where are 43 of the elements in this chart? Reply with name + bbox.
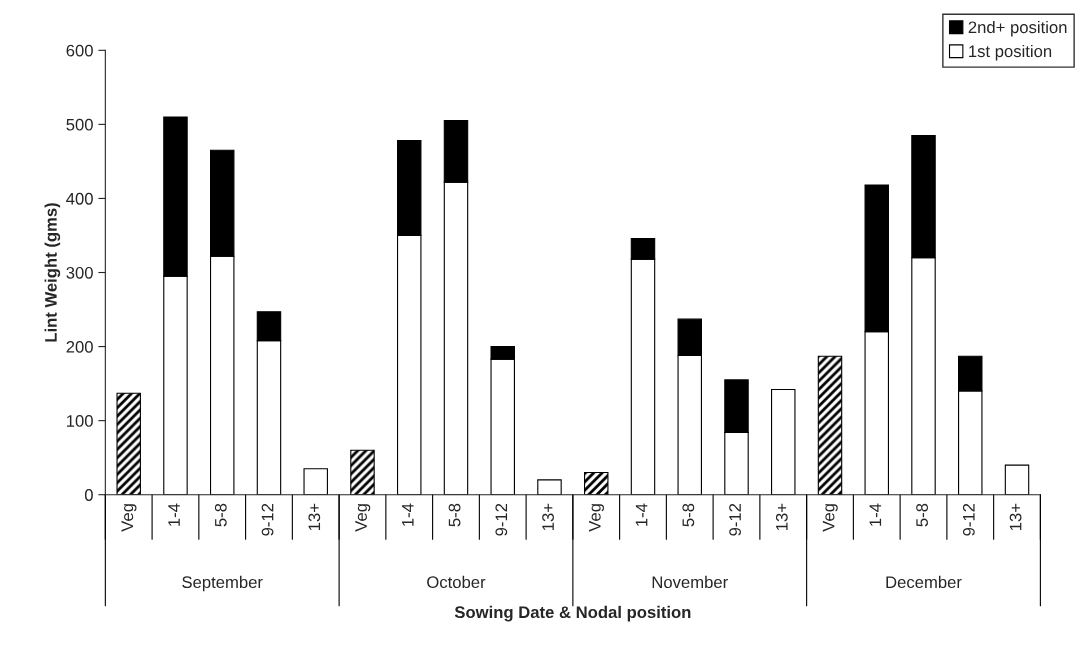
y-tick-label: 300 bbox=[66, 266, 93, 279]
x-tick-label: 5-8 bbox=[682, 503, 695, 527]
x-tick-label: 5-8 bbox=[214, 503, 227, 527]
x-tick-label: 1-4 bbox=[635, 503, 648, 526]
x-tick-label: Veg bbox=[355, 504, 371, 532]
y-tick-label: 400 bbox=[66, 192, 93, 205]
y-tick-label: 600 bbox=[66, 44, 93, 57]
bar bbox=[116, 392, 141, 495]
bar bbox=[350, 449, 375, 495]
bar bbox=[583, 471, 609, 495]
x-tick-label: 1-4 bbox=[402, 503, 414, 526]
x-tick-label: 13+ bbox=[308, 503, 321, 531]
y-tick-label: 100 bbox=[67, 415, 93, 427]
bar bbox=[1004, 464, 1030, 495]
y-tick-label: 200 bbox=[66, 340, 93, 353]
x-tick-label: 5-8 bbox=[916, 503, 928, 527]
text: October bbox=[427, 575, 486, 589]
x-tick-label: 1-4 bbox=[168, 503, 180, 526]
x-tick-label: 13+ bbox=[775, 503, 788, 531]
legend-label: 2nd+ position bbox=[968, 20, 1067, 37]
y-tick-label: 500 bbox=[66, 118, 93, 131]
text: November bbox=[652, 575, 728, 589]
x-tick-label: Veg bbox=[822, 504, 838, 532]
bar bbox=[771, 388, 796, 495]
x-tick-label: Veg bbox=[121, 504, 137, 532]
bar bbox=[303, 468, 328, 495]
x-tick-label: 9-12 bbox=[495, 503, 508, 536]
y-axis-title: Lint Weight (gms) bbox=[44, 203, 61, 342]
y-tick-label: 0 bbox=[84, 489, 93, 501]
x-tick-label: Veg bbox=[589, 504, 605, 532]
x-tick-label: 9-12 bbox=[729, 503, 741, 536]
x-tick-label: 13+ bbox=[542, 503, 554, 531]
bar bbox=[817, 355, 843, 495]
text: September bbox=[182, 575, 263, 592]
x-tick-label: 9-12 bbox=[962, 503, 975, 536]
bar bbox=[537, 479, 562, 495]
x-tick-label: 1-4 bbox=[869, 503, 882, 526]
x-tick-label: 9-12 bbox=[261, 503, 274, 536]
text: December bbox=[886, 575, 962, 589]
x-tick-label: 13+ bbox=[1009, 503, 1022, 531]
x-axis-title: Sowing Date & Nodal position bbox=[454, 605, 691, 622]
legend-label: 1st position bbox=[969, 44, 1052, 61]
x-tick-label: 5-8 bbox=[448, 503, 461, 527]
